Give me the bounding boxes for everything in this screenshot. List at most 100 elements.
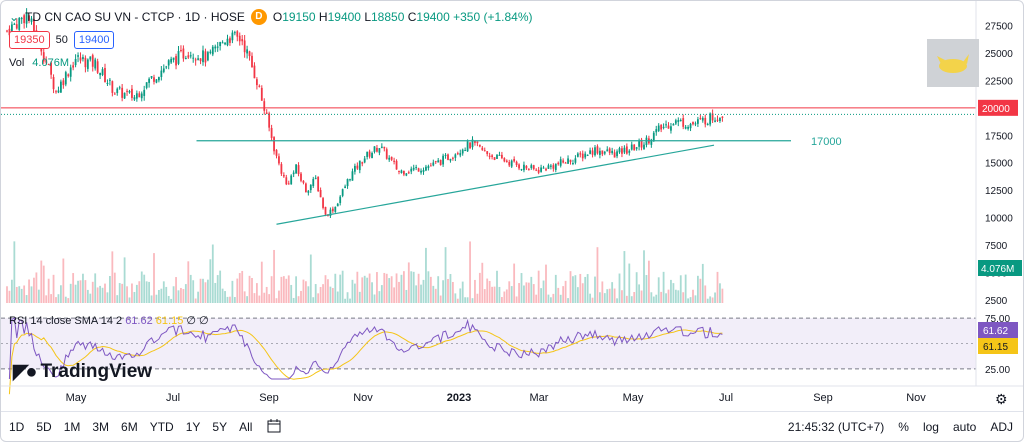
volume-bar: [466, 297, 469, 303]
candle-body: [89, 56, 92, 60]
watermark-logo: [927, 39, 979, 87]
volume-bar: [47, 278, 50, 303]
candle-body: [628, 150, 631, 153]
candle-body: [184, 57, 187, 59]
candle-body: [30, 18, 33, 22]
date-range-calendar-icon[interactable]: [266, 418, 282, 437]
timeframe-5y[interactable]: 5Y: [212, 420, 228, 434]
candle-body: [378, 148, 381, 153]
candle-body: [466, 141, 469, 152]
candle-body: [721, 116, 724, 118]
candle-body: [123, 92, 126, 99]
candle-body: [625, 146, 628, 154]
volume-bar: [258, 295, 261, 303]
candle-body: [133, 97, 136, 100]
volume-bar: [525, 282, 528, 303]
volume-bar: [716, 271, 719, 303]
candle-body: [258, 85, 261, 87]
timeframe-all[interactable]: All: [239, 420, 253, 434]
volume-bar: [584, 276, 587, 303]
sell-price-button[interactable]: 19350: [9, 31, 50, 49]
volume-bar: [216, 275, 219, 303]
volume-bar: [30, 286, 33, 303]
volume-bar: [312, 297, 315, 303]
volume-bar: [608, 288, 611, 303]
adj-toggle[interactable]: ADJ: [990, 420, 1013, 434]
volume-bar: [515, 296, 518, 303]
candle-body: [50, 62, 52, 75]
volume-bar: [84, 280, 87, 303]
candle-body: [251, 55, 253, 68]
log-toggle[interactable]: log: [922, 420, 939, 434]
rsi-legend[interactable]: RSI 14 close SMA 14 2 61.62 61.15 ∅ ∅: [9, 315, 209, 327]
candle-body: [508, 162, 511, 166]
timeframe-1y[interactable]: 1Y: [185, 420, 201, 434]
candle-body: [395, 160, 398, 170]
collapse-chevron-icon[interactable]: ⌄: [9, 10, 20, 24]
timeframe-1d[interactable]: 1D: [9, 420, 25, 434]
volume-bar: [162, 281, 165, 303]
volume-bar: [55, 297, 57, 303]
volume-bar: [493, 286, 496, 303]
candle-body: [366, 151, 369, 157]
volume-legend[interactable]: Vol 4.076M: [9, 57, 69, 69]
percent-toggle[interactable]: %: [898, 420, 909, 434]
volume-bar: [150, 295, 153, 303]
volume-bar: [268, 294, 271, 303]
tradingview-mark-icon: ◤●: [13, 361, 38, 383]
candle-body: [292, 172, 295, 175]
settings-gear-icon[interactable]: ⚙: [995, 391, 1008, 407]
candle-body: [390, 156, 393, 160]
volume-bar: [530, 276, 533, 303]
volume-bar: [459, 288, 462, 303]
candle-body: [23, 15, 26, 24]
candle-body: [189, 55, 192, 57]
dividend-badge[interactable]: D: [250, 9, 267, 25]
timeframe-3m[interactable]: 3M: [92, 420, 110, 434]
symbol-title[interactable]: TD CN CAO SU VN - CTCP · 1D · HOSE: [25, 10, 245, 24]
candle-body: [616, 151, 618, 157]
timeframe-6m[interactable]: 6M: [121, 420, 138, 434]
candle-body: [361, 162, 364, 164]
volume-bar: [471, 298, 474, 303]
candle-body: [339, 196, 342, 203]
volume-bar: [679, 275, 682, 303]
volume-bar: [447, 278, 449, 303]
volume-bar: [153, 253, 155, 303]
candle-body: [630, 144, 633, 150]
volume-bar: [18, 286, 21, 303]
timeframe-ytd[interactable]: YTD: [149, 420, 174, 434]
candle-body: [410, 168, 413, 172]
candle-body: [273, 137, 275, 152]
candle-body: [160, 70, 163, 78]
volume-bar: [368, 273, 371, 303]
volume-bar: [126, 286, 128, 303]
candle-body: [256, 79, 258, 86]
candle-body: [126, 90, 128, 92]
timeframe-1m[interactable]: 1M: [63, 420, 81, 434]
volume-bar: [574, 275, 577, 303]
candle-body: [224, 42, 226, 45]
tradingview-logo[interactable]: ◤● TradingView: [13, 360, 153, 384]
volume-bar: [550, 297, 552, 303]
candle-body: [567, 158, 569, 164]
elephant-logo-icon: [937, 54, 969, 73]
candle-body: [317, 176, 320, 192]
volume-bar: [601, 281, 604, 303]
bottom-toolbar: 1D 5D 1M 3M 6M YTD 1Y 5Y All 21:45:32 (UTC+7) % …: [1, 411, 1023, 441]
volume-bar: [442, 280, 444, 303]
timeframe-5d[interactable]: 5D: [36, 420, 52, 434]
clock-timezone[interactable]: 21:45:32 (UTC+7): [787, 420, 885, 434]
volume-bar: [689, 297, 692, 303]
candle-body: [336, 203, 339, 207]
candle-body: [584, 153, 587, 158]
volume-bar: [665, 293, 667, 303]
candle-body: [197, 58, 199, 60]
candle-body: [170, 58, 173, 63]
volume-bar: [300, 290, 302, 303]
buy-price-button[interactable]: 19400: [73, 31, 115, 49]
auto-toggle[interactable]: auto: [952, 420, 977, 434]
volume-bar: [256, 283, 258, 303]
volume-bar: [393, 287, 395, 303]
